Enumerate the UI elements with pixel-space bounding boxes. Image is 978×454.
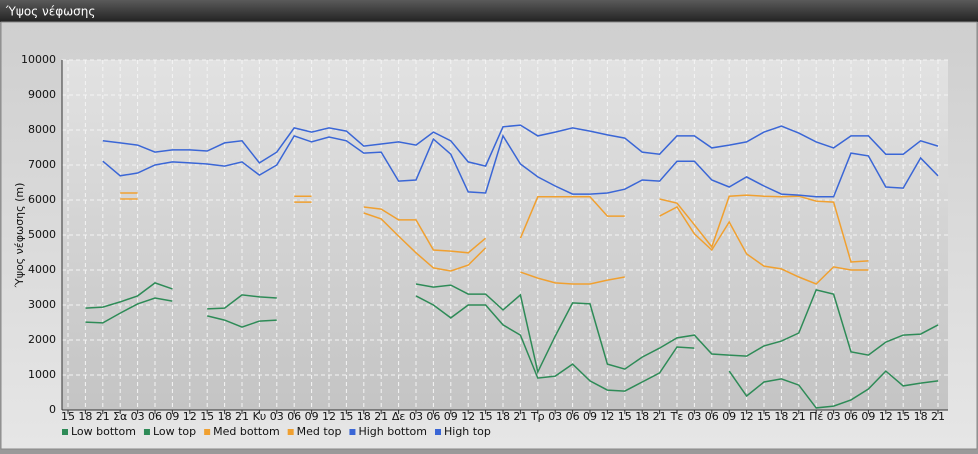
x-tick-label: 06 <box>844 410 858 423</box>
x-tick-label: 06 <box>566 410 580 423</box>
x-tick-label: 21 <box>235 410 249 423</box>
header <box>0 0 978 22</box>
x-tick-label: 09 <box>305 410 319 423</box>
x-tick-label: 03 <box>687 410 701 423</box>
legend-label: Low bottom <box>71 425 136 438</box>
legend-swatch <box>204 429 211 435</box>
x-tick-label: Πέ <box>809 410 823 423</box>
x-tick-label: 09 <box>165 410 179 423</box>
x-tick-label: 15 <box>61 410 75 423</box>
x-tick-label: 15 <box>339 410 353 423</box>
x-tick-label: 12 <box>600 410 614 423</box>
series-line <box>102 124 939 167</box>
x-tick-label: 12 <box>322 410 336 423</box>
series-line <box>120 198 869 285</box>
x-tick-label: 21 <box>653 410 667 423</box>
x-tick-label: 06 <box>287 410 301 423</box>
x-tick-label: 21 <box>792 410 806 423</box>
x-tick-label: 21 <box>374 410 388 423</box>
legend-label: Med bottom <box>213 425 280 438</box>
y-tick-label: 6000 <box>28 193 56 206</box>
x-tick-label: 12 <box>461 410 475 423</box>
x-tick-label: 03 <box>409 410 423 423</box>
x-tick-label: 03 <box>270 410 284 423</box>
x-tick-label: 06 <box>148 410 162 423</box>
y-tick-label: 2000 <box>28 333 56 346</box>
y-tick-label: 8000 <box>28 123 56 136</box>
y-tick-label: 10000 <box>21 53 56 66</box>
x-tick-label: 12 <box>879 410 893 423</box>
x-tick-label: Σα <box>113 410 127 423</box>
legend-swatch <box>349 429 356 435</box>
legend-swatch <box>287 429 294 435</box>
legend-label: High top <box>444 425 491 438</box>
series-line <box>85 282 939 375</box>
x-tick-label: 18 <box>78 410 92 423</box>
y-tick-label: 4000 <box>28 263 56 276</box>
series-line <box>120 192 869 263</box>
x-tick-label: 12 <box>183 410 197 423</box>
x-tick-label: 03 <box>548 410 562 423</box>
x-tick-label: 21 <box>513 410 527 423</box>
x-tick-label: 21 <box>96 410 110 423</box>
x-tick-label: 15 <box>896 410 910 423</box>
x-tick-label: 15 <box>479 410 493 423</box>
x-tick-label: 09 <box>861 410 875 423</box>
x-tick-label: 15 <box>200 410 214 423</box>
x-tick-label: Τε <box>670 410 684 423</box>
legend-label: Low top <box>153 425 196 438</box>
plot-layer: 0 1000 2000 3000 4000 5000 6000 7000 8000 9000 100… <box>21 53 948 438</box>
legend-swatch <box>143 429 150 435</box>
x-tick-label: 06 <box>426 410 440 423</box>
x-tick-label: 18 <box>914 410 928 423</box>
y-tick-label: 0 <box>49 403 56 416</box>
y-axis-label: Ύψος νέφωσης (m) <box>13 183 26 289</box>
x-tick-label: 18 <box>496 410 510 423</box>
x-tick-label: Κυ <box>253 410 267 423</box>
x-tick-label: 03 <box>131 410 145 423</box>
x-tick-label: 06 <box>705 410 719 423</box>
y-tick-label: 7000 <box>28 158 56 171</box>
legend-swatch <box>435 429 441 435</box>
x-tick-label: 09 <box>444 410 458 423</box>
y-tick-label: 9000 <box>28 88 56 101</box>
header-title: Ύψος νέφωσης <box>5 5 95 19</box>
x-tick-label: 15 <box>618 410 632 423</box>
x-tick-label: 09 <box>722 410 736 423</box>
x-tick-label: 03 <box>827 410 841 423</box>
x-tick-label: 18 <box>635 410 649 423</box>
x-tick-label: 18 <box>774 410 788 423</box>
series-line <box>85 295 939 409</box>
x-tick-label: 12 <box>740 410 754 423</box>
x-tick-label: 18 <box>357 410 371 423</box>
legend-label: Med top <box>297 425 342 438</box>
y-tick-label: 5000 <box>28 228 56 241</box>
x-tick-label: 21 <box>931 410 945 423</box>
legend-label: High bottom <box>358 425 427 438</box>
x-tick-label: Τρ <box>530 410 545 423</box>
y-tick-label: 1000 <box>28 368 56 381</box>
x-tick-label: 09 <box>583 410 597 423</box>
series-line <box>102 134 939 198</box>
y-tick-label: 3000 <box>28 298 56 311</box>
x-tick-label: 15 <box>757 410 771 423</box>
x-tick-label: Δε <box>392 410 406 423</box>
legend-swatch <box>62 429 68 435</box>
x-tick-label: 18 <box>218 410 232 423</box>
